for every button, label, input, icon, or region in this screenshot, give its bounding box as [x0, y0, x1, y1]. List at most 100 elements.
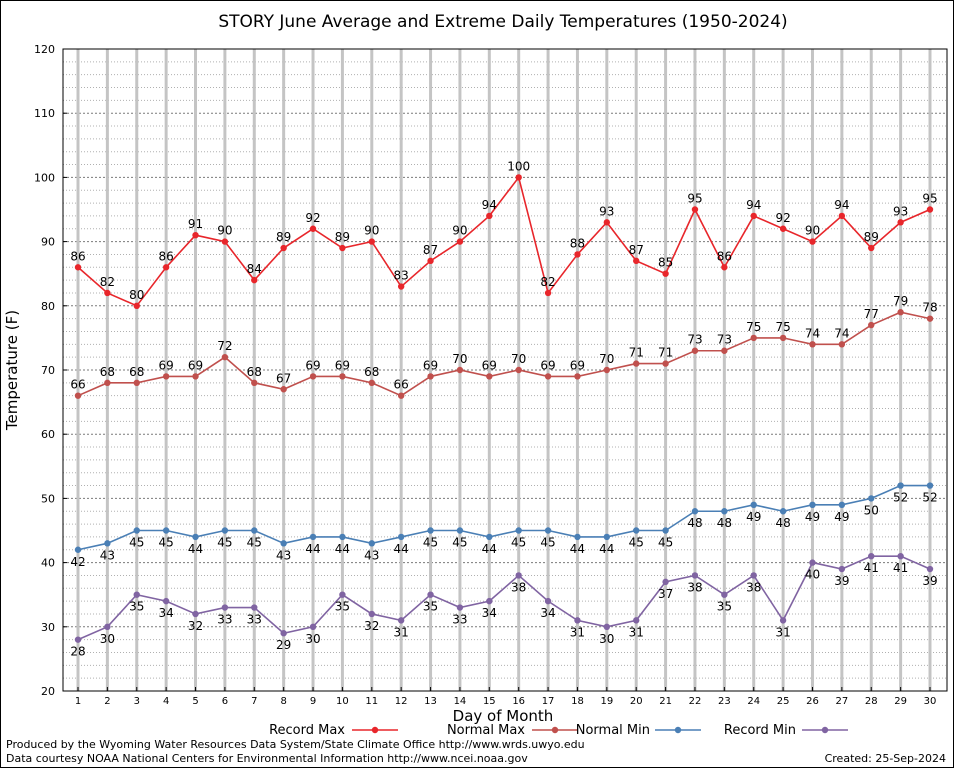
data-label: 48	[687, 516, 702, 530]
y-tick-label: 90	[41, 236, 55, 249]
data-label: 45	[511, 536, 526, 550]
x-tick-label: 4	[163, 696, 169, 707]
data-point	[633, 527, 640, 534]
data-point	[721, 347, 728, 354]
data-point	[897, 482, 904, 489]
data-point	[486, 212, 493, 220]
data-label: 66	[394, 378, 409, 392]
data-label: 69	[335, 358, 350, 372]
data-point	[192, 610, 199, 618]
data-point	[838, 341, 846, 348]
data-point	[926, 482, 934, 489]
data-label: 28	[70, 645, 85, 659]
data-point	[515, 366, 522, 374]
x-tick-label: 30	[924, 696, 937, 707]
data-label: 35	[129, 600, 144, 614]
data-point	[309, 533, 317, 541]
data-label: 93	[893, 204, 908, 218]
data-label: 87	[629, 243, 644, 257]
data-point	[574, 617, 581, 624]
data-label: 34	[540, 606, 555, 620]
data-point	[779, 508, 787, 515]
data-point	[515, 527, 522, 534]
data-point	[427, 527, 434, 534]
x-tick-label: 14	[454, 696, 467, 707]
data-label: 42	[70, 555, 85, 569]
data-label: 86	[158, 249, 173, 263]
data-label: 69	[570, 358, 585, 372]
legend-label: Record Max	[269, 723, 345, 738]
data-point	[397, 617, 405, 624]
data-label: 52	[922, 491, 937, 505]
data-point	[221, 604, 229, 611]
data-label: 74	[834, 326, 849, 340]
data-label: 45	[217, 536, 232, 550]
produced-by-note: Produced by the Wyoming Water Resources …	[6, 738, 585, 751]
data-label: 45	[540, 536, 555, 550]
x-tick-label: 3	[134, 696, 140, 707]
x-tick-label: 27	[835, 696, 848, 707]
x-tick-label: 13	[424, 696, 437, 707]
data-label: 75	[746, 320, 761, 334]
data-point	[809, 238, 816, 245]
data-point	[280, 244, 287, 252]
series-line	[77, 484, 930, 551]
x-tick-label: 29	[894, 696, 907, 707]
data-label: 92	[305, 211, 320, 225]
data-point	[750, 501, 757, 509]
data-point	[809, 501, 816, 509]
data-point	[456, 238, 464, 245]
x-tick-label: 20	[630, 696, 643, 707]
legend-item: Record Max	[269, 723, 398, 738]
data-label: 30	[599, 632, 614, 646]
data-point	[633, 360, 640, 367]
x-tick-label: 5	[192, 696, 198, 707]
data-label: 75	[775, 320, 790, 334]
data-point	[221, 527, 229, 534]
y-tick-label: 30	[41, 621, 55, 634]
data-label: 40	[805, 568, 820, 582]
data-label: 69	[158, 358, 173, 372]
data-label: 48	[775, 516, 790, 530]
x-tick-label: 15	[483, 696, 496, 707]
x-axis-label: Day of Month	[453, 707, 554, 725]
data-point	[162, 527, 170, 534]
data-label: 79	[893, 294, 908, 308]
data-label: 69	[540, 358, 555, 372]
series-record-max: 86 82 80 86 91 90 84 89 92 89 90 83 87 90 94 100 82 88 93 8…	[70, 159, 938, 309]
data-label: 95	[922, 192, 937, 206]
data-label: 84	[247, 262, 262, 276]
data-label: 93	[599, 204, 614, 218]
data-label: 83	[394, 269, 409, 283]
data-point	[544, 373, 552, 380]
x-tick-label: 22	[689, 696, 702, 707]
data-point	[897, 219, 904, 226]
data-point	[721, 264, 728, 271]
data-label: 67	[276, 371, 291, 385]
data-label: 49	[834, 510, 849, 524]
data-point	[515, 572, 522, 579]
data-label: 45	[658, 536, 673, 550]
data-point	[544, 527, 552, 534]
legend-label: Record Min	[724, 723, 796, 738]
data-point	[456, 527, 464, 534]
data-label: 45	[247, 536, 262, 550]
data-label: 69	[188, 358, 203, 372]
x-tick-label: 18	[571, 696, 584, 707]
data-label: 45	[452, 536, 467, 550]
data-point	[926, 315, 934, 322]
chart-title: STORY June Average and Extreme Daily Tem…	[218, 12, 787, 32]
y-tick-label: 70	[41, 364, 55, 377]
data-point	[368, 540, 375, 547]
data-point	[162, 597, 170, 605]
data-label: 45	[423, 536, 438, 550]
data-label: 86	[70, 249, 85, 263]
data-label: 35	[335, 600, 350, 614]
x-axis-ticks: 1 2 3 4 5 6 7 8 9 10 11 12 13 14 15 16 17 18 19 20 21 22 23 24 2…	[75, 687, 937, 707]
series-normal-min: 42 43 45 45 44 45 45 43 44 44 43 44 45 45 44 45 45 44 44 45…	[70, 482, 938, 569]
x-tick-label: 17	[542, 696, 555, 707]
x-tick-label: 6	[222, 696, 228, 707]
x-tick-label: 7	[251, 696, 257, 707]
data-point	[397, 392, 405, 399]
